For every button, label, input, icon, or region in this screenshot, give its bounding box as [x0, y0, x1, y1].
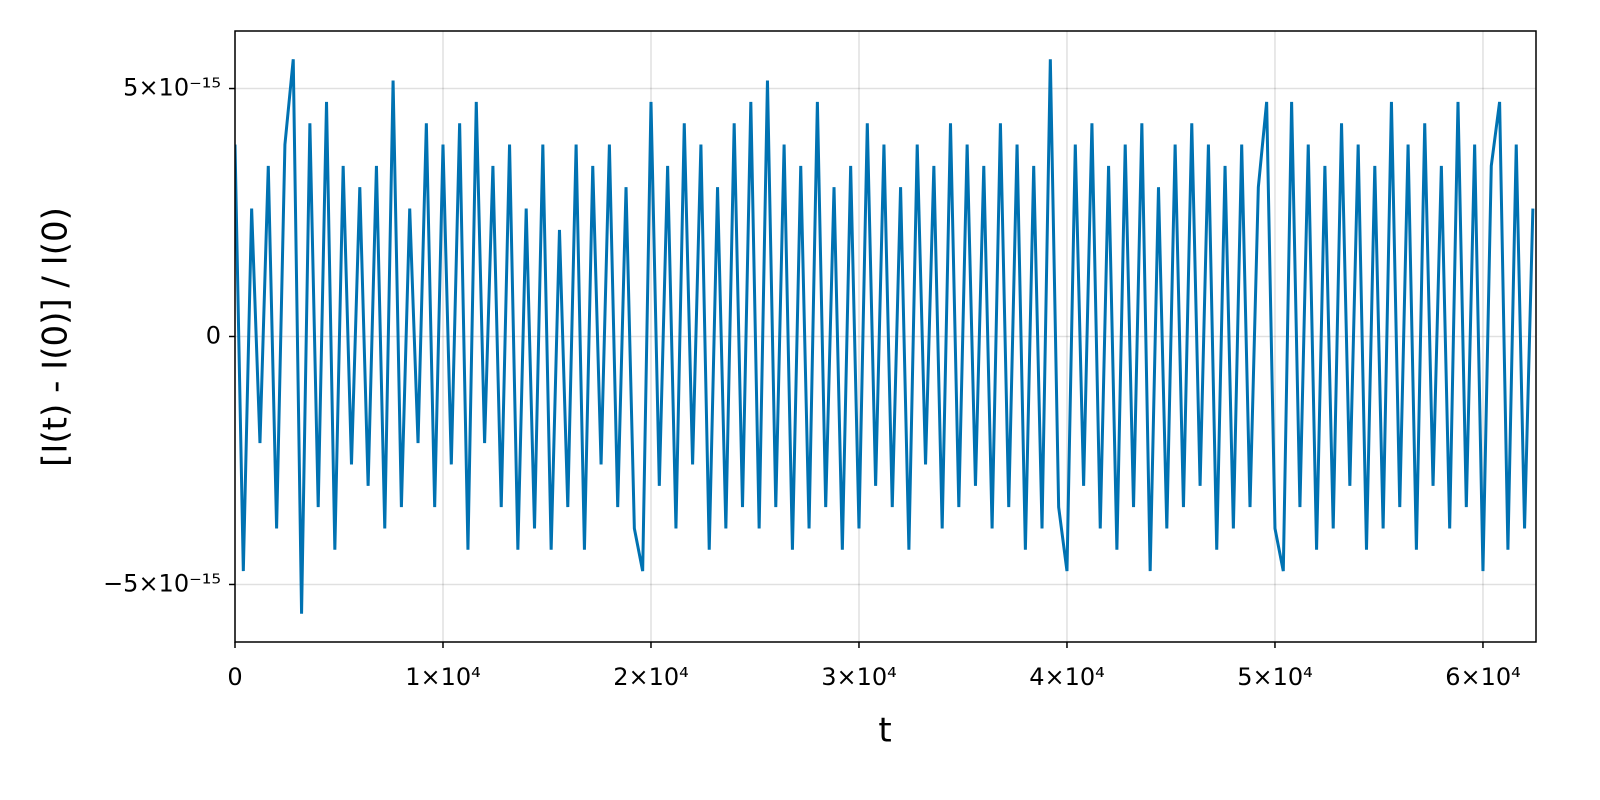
x-tick-label: 1×10⁴	[405, 663, 481, 691]
x-tick-label: 5×10⁴	[1237, 663, 1313, 691]
x-tick-label: 2×10⁴	[613, 663, 689, 691]
x-tick-label: 6×10⁴	[1445, 663, 1521, 691]
x-tick-label: 4×10⁴	[1029, 663, 1105, 691]
y-tick-label: 0	[206, 322, 221, 350]
plot-frame	[234, 30, 1537, 643]
x-tick-label: 0	[227, 663, 242, 691]
x-tick-label: 3×10⁴	[821, 663, 897, 691]
data-line	[235, 59, 1535, 614]
y-axis-title: [I(t) - I(0)] / I(0)	[36, 207, 76, 467]
x-axis-title: t	[878, 711, 891, 751]
y-tick-label: −5×10⁻¹⁵	[103, 569, 221, 597]
y-tick-label: 5×10⁻¹⁵	[123, 74, 221, 102]
